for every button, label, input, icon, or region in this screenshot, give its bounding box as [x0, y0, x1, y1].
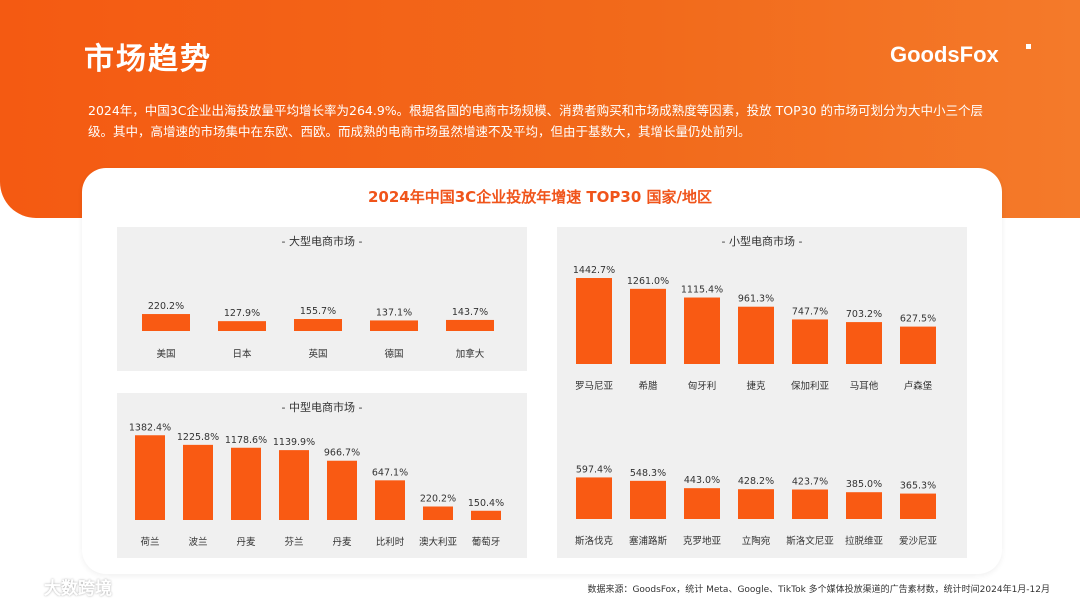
data-source-note: 数据来源：GoodsFox，统计 Meta、Google、TikTok 多个媒体…	[587, 585, 1050, 595]
category-label-small-1-1: 希腊	[638, 380, 658, 392]
category-label-small-1-3: 捷克	[746, 380, 766, 392]
panel-title-medium: - 中型电商市场 -	[281, 401, 363, 414]
value-label-medium-7: 150.4%	[468, 498, 504, 509]
bar-large-4	[446, 319, 494, 331]
brand-dot-icon	[1026, 44, 1031, 49]
category-label-small-2-2: 克罗地亚	[683, 535, 722, 547]
category-label-small-1-0: 罗马尼亚	[575, 381, 614, 392]
chart-large: 220.2% 美国 127.9% 日本 155.7% 英国 137.1% 德国 143.7% 加拿…	[142, 301, 494, 360]
bar-large-0	[142, 314, 190, 331]
value-label-small-2-4: 423.7%	[792, 477, 828, 488]
value-label-medium-3: 1139.9%	[273, 437, 315, 448]
category-label-small-2-0: 斯洛伐克	[575, 535, 614, 547]
bar-small-1-5	[846, 322, 882, 364]
category-label-medium-6: 澳大利亚	[419, 536, 458, 548]
bar-small-1-1	[630, 288, 666, 364]
bar-medium-7	[471, 510, 501, 520]
bar-small-2-6	[900, 493, 936, 519]
brand-logo: GoodsFox	[890, 42, 999, 67]
category-label-small-2-6: 爱沙尼亚	[899, 535, 938, 547]
bar-medium-5	[375, 480, 405, 520]
value-label-large-1: 127.9%	[224, 308, 260, 319]
category-label-large-2: 英国	[308, 348, 327, 360]
bar-small-2-1	[630, 480, 666, 519]
watermark-logo-icon	[11, 575, 43, 593]
category-label-medium-4: 丹麦	[332, 536, 352, 548]
value-label-small-1-3: 961.3%	[738, 294, 774, 305]
value-label-small-2-3: 428.2%	[738, 476, 774, 487]
category-label-small-1-5: 马耳他	[850, 380, 879, 392]
value-label-small-1-5: 703.2%	[846, 309, 882, 320]
value-label-small-2-1: 548.3%	[630, 468, 666, 479]
panel-title-large: - 大型电商市场 -	[281, 235, 363, 248]
category-label-small-2-1: 塞浦路斯	[629, 535, 668, 547]
value-label-large-2: 155.7%	[300, 306, 336, 317]
chart-small-top: 1442.7% 罗马尼亚 1261.0% 希腊 1115.4% 匈牙利 961.3% 捷克 74…	[573, 265, 936, 392]
value-label-small-1-6: 627.5%	[900, 314, 936, 325]
value-label-large-4: 143.7%	[452, 307, 488, 318]
value-label-small-2-6: 365.3%	[900, 481, 936, 492]
category-label-small-1-6: 卢森堡	[904, 380, 933, 392]
chart-small-bottom: 597.4% 斯洛伐克 548.3% 塞浦路斯 443.0% 克罗地亚 428.2% 立陶宛 4…	[575, 464, 938, 547]
panel-small-market: - 小型电商市场 - 1442.7% 罗马尼亚 1261.0% 希腊 1115.4% 匈牙…	[557, 227, 967, 558]
bar-medium-4	[327, 460, 357, 520]
bar-small-1-6	[900, 326, 936, 364]
category-label-small-2-3: 立陶宛	[742, 535, 771, 547]
category-label-medium-5: 比利时	[376, 536, 405, 548]
value-label-medium-1: 1225.8%	[177, 432, 219, 443]
category-label-medium-1: 波兰	[188, 536, 207, 548]
bar-small-1-2	[684, 297, 720, 364]
bar-small-2-5	[846, 492, 882, 519]
bar-small-1-4	[792, 319, 828, 364]
value-label-medium-4: 966.7%	[324, 448, 360, 459]
bar-small-2-2	[684, 488, 720, 519]
bar-large-3	[370, 320, 418, 331]
value-label-small-1-0: 1442.7%	[573, 265, 615, 276]
chart-title: 2024年中国3C企业投放年增速 TOP30 国家/地区	[368, 188, 712, 206]
bar-medium-2	[231, 447, 261, 520]
bar-medium-3	[279, 450, 309, 520]
bar-large-2	[294, 319, 342, 331]
bar-small-2-0	[576, 477, 612, 519]
value-label-small-1-4: 747.7%	[792, 306, 828, 317]
value-label-large-3: 137.1%	[376, 307, 412, 318]
value-label-medium-0: 1382.4%	[129, 422, 171, 433]
value-label-small-2-2: 443.0%	[684, 475, 720, 486]
value-label-medium-2: 1178.6%	[225, 435, 267, 446]
category-label-medium-2: 丹麦	[236, 536, 256, 548]
intro-paragraph: 2024年，中国3C企业出海投放量平均增长率为264.9%。根据各国的电商市场规…	[88, 103, 984, 139]
bar-medium-0	[135, 435, 165, 520]
page-title: 市场趋势	[84, 42, 212, 77]
category-label-large-3: 德国	[384, 348, 403, 360]
category-label-small-1-2: 匈牙利	[688, 380, 717, 392]
bar-large-1	[218, 321, 266, 331]
bar-small-1-3	[738, 306, 774, 364]
category-label-medium-0: 荷兰	[140, 536, 159, 548]
value-label-large-0: 220.2%	[148, 301, 184, 312]
value-label-small-2-0: 597.4%	[576, 464, 612, 475]
category-label-large-0: 美国	[156, 348, 175, 360]
panel-large-market: - 大型电商市场 - 220.2% 美国 127.9% 日本 155.7% 英国 137.1…	[117, 227, 527, 371]
bar-medium-6	[423, 506, 453, 520]
value-label-small-1-1: 1261.0%	[627, 276, 669, 287]
bar-small-2-3	[738, 489, 774, 519]
value-label-medium-6: 220.2%	[420, 494, 456, 505]
watermark-text: 大数跨境	[44, 579, 112, 599]
category-label-large-1: 日本	[232, 348, 252, 360]
category-label-large-4: 加拿大	[456, 348, 485, 360]
chart-medium: 1382.4% 荷兰 1225.8% 波兰 1178.6% 丹麦 1139.9% 芬兰 966.…	[129, 422, 504, 548]
bar-small-1-0	[576, 278, 612, 364]
bar-small-2-4	[792, 489, 828, 519]
category-label-medium-7: 葡萄牙	[472, 536, 501, 548]
value-label-small-1-2: 1115.4%	[681, 285, 723, 296]
category-label-small-1-4: 保加利亚	[791, 380, 830, 392]
category-label-small-2-4: 斯洛文尼亚	[786, 535, 834, 547]
value-label-small-2-5: 385.0%	[846, 479, 882, 490]
category-label-small-2-5: 拉脱维亚	[845, 535, 884, 547]
category-label-medium-3: 芬兰	[284, 536, 303, 548]
bar-medium-1	[183, 444, 213, 520]
value-label-medium-5: 647.1%	[372, 467, 408, 478]
panel-medium-market: - 中型电商市场 - 1382.4% 荷兰 1225.8% 波兰 1178.6% 丹麦 11…	[117, 393, 527, 558]
panel-title-small: - 小型电商市场 -	[721, 235, 803, 248]
